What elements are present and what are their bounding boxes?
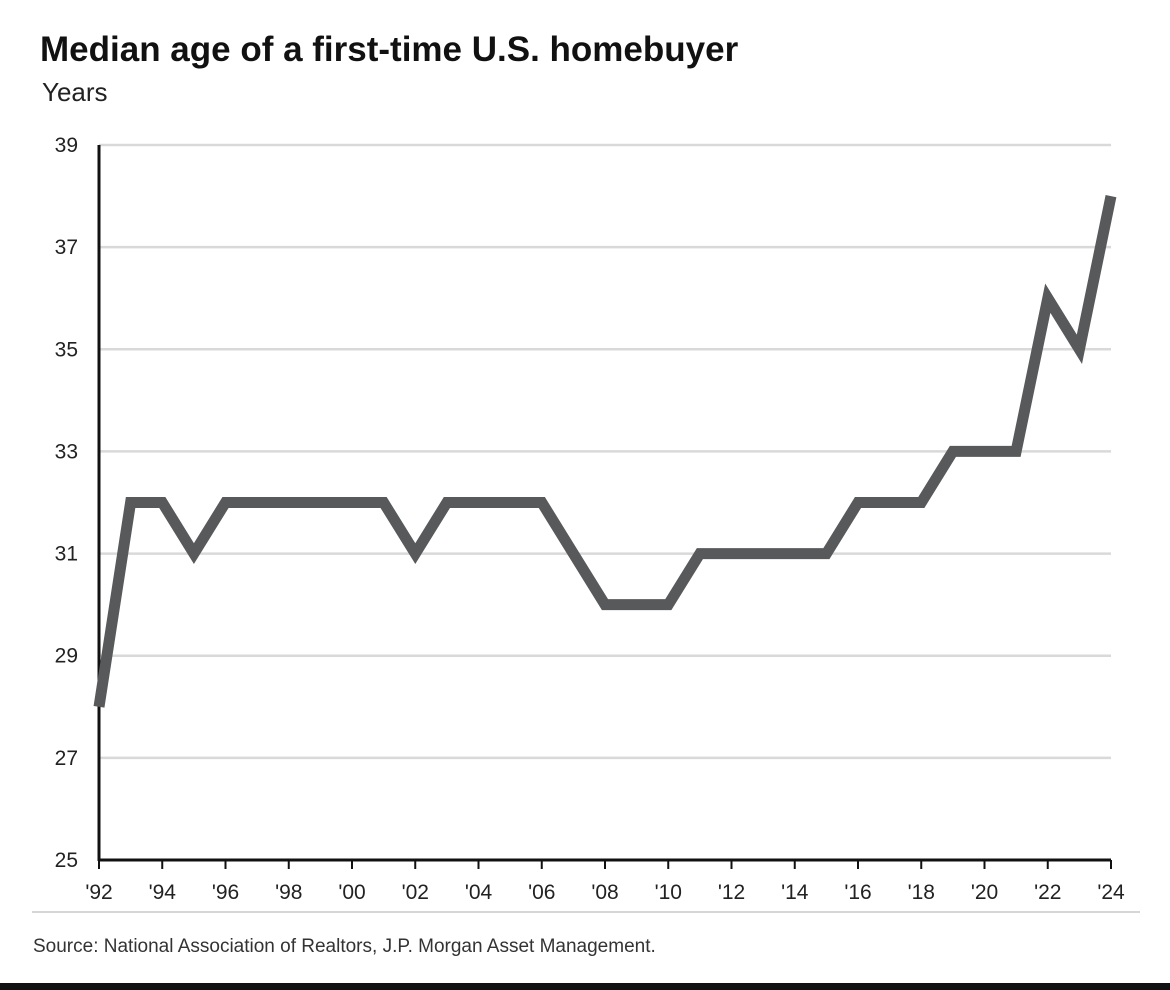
- series-layer: [93, 194, 1117, 708]
- x-tick-label: '12: [718, 881, 745, 904]
- x-tick-label: '92: [85, 881, 112, 904]
- x-tick-label: '00: [338, 881, 365, 904]
- x-tick-label: '94: [149, 881, 177, 904]
- x-tick-label: '14: [781, 881, 809, 904]
- x-tick-label: '10: [655, 881, 682, 904]
- chart-title: Median age of a first-time U.S. homebuye…: [40, 30, 739, 69]
- x-tick-label: '02: [402, 881, 429, 904]
- y-axis-ticks: 25 27 29 31 33 35 37 39: [55, 134, 78, 872]
- y-tick-label: 25: [55, 849, 78, 872]
- y-tick-label: 35: [55, 338, 78, 361]
- axes: [97, 145, 1111, 862]
- y-tick-label: 39: [55, 134, 78, 157]
- x-tick-label: '04: [465, 881, 493, 904]
- x-tick-label: '06: [528, 881, 555, 904]
- chart-subtitle: Years: [42, 77, 108, 107]
- x-tick-label: '24: [1097, 881, 1125, 904]
- x-tick-label: '96: [212, 881, 239, 904]
- x-tick-label: '08: [591, 881, 618, 904]
- footer-rule: [0, 983, 1170, 990]
- series-line-0: [93, 194, 1117, 708]
- y-tick-label: 29: [55, 645, 78, 668]
- x-tick-label: '20: [971, 881, 998, 904]
- x-tick-label: '98: [275, 881, 302, 904]
- y-tick-label: 37: [55, 236, 78, 259]
- y-tick-label: 33: [55, 440, 78, 463]
- source-note: Source: National Association of Realtors…: [33, 936, 656, 957]
- line-chart: 25 27 29 31 33 35 37 39 '92 '94 '96 '98 '00 '02 '04 '0…: [32, 134, 1140, 913]
- x-tick-label: '22: [1034, 881, 1061, 904]
- x-tick-label: '18: [908, 881, 935, 904]
- gridlines: [99, 143, 1111, 760]
- x-axis-ticks: '92 '94 '96 '98 '00 '02 '04 '06 '08 '10 '12 '14 '16 '…: [85, 860, 1125, 904]
- y-tick-label: 27: [55, 747, 78, 770]
- y-tick-label: 31: [55, 543, 78, 566]
- x-tick-label: '16: [844, 881, 871, 904]
